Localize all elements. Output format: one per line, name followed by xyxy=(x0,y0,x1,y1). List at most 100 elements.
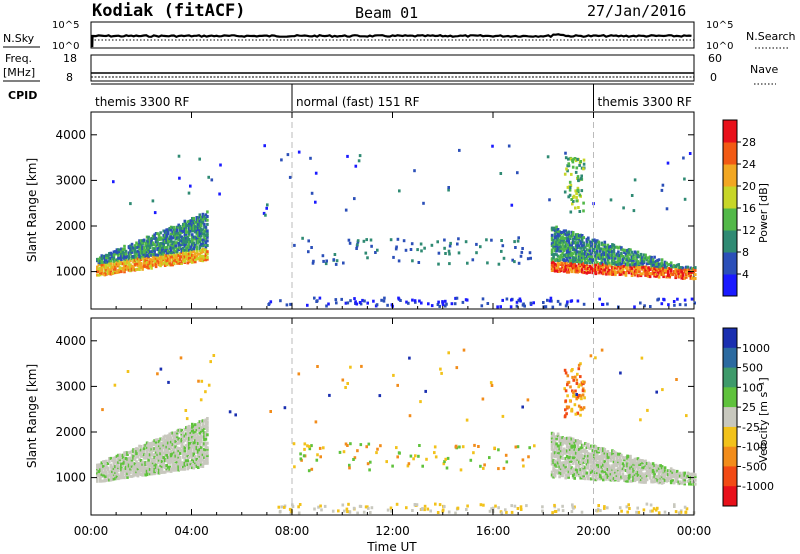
heatmap-cell xyxy=(591,469,595,473)
heatmap-cell xyxy=(168,469,171,473)
power-colorbar-label: Power [dB] xyxy=(757,183,770,243)
heatmap-cell xyxy=(194,439,197,442)
heatmap-cell xyxy=(163,233,167,237)
heatmap-cell xyxy=(567,467,570,471)
cpid-change-markers xyxy=(291,112,594,515)
heatmap-cell xyxy=(596,477,599,481)
heatmap-cell xyxy=(587,252,590,256)
heatmap-cell xyxy=(200,229,203,233)
heatmap-cell xyxy=(663,265,667,269)
heatmap-cell xyxy=(372,299,375,303)
heatmap-cell xyxy=(185,248,188,252)
heatmap-cell xyxy=(165,459,168,463)
heatmap-cell xyxy=(100,467,104,471)
heatmap-cell xyxy=(609,478,613,482)
heatmap-cell xyxy=(154,255,158,259)
heatmap-cell xyxy=(635,270,638,274)
heatmap-cell xyxy=(615,260,619,264)
heatmap-cell xyxy=(602,450,605,454)
heatmap-cell xyxy=(593,444,596,448)
heatmap-cell xyxy=(109,259,113,263)
heatmap-cell xyxy=(109,469,113,473)
heatmap-cell xyxy=(594,445,598,449)
heatmap-cell xyxy=(577,460,581,464)
heatmap-cell xyxy=(234,413,237,417)
heatmap-cell xyxy=(147,237,150,241)
heatmap-cell xyxy=(121,262,125,266)
heatmap-cell xyxy=(580,265,584,269)
heatmap-cell xyxy=(120,254,123,258)
heatmap-cell xyxy=(590,454,593,458)
heatmap-cell xyxy=(316,299,319,303)
heatmap-cell xyxy=(641,265,644,269)
heatmap-cell xyxy=(632,257,635,260)
heatmap-cell xyxy=(198,461,202,464)
heatmap-cell xyxy=(562,447,566,451)
heatmap-cell xyxy=(203,255,206,258)
heatmap-cell xyxy=(562,440,566,444)
heatmap-cell xyxy=(96,466,99,470)
heatmap-cell xyxy=(555,452,558,456)
heatmap-cell xyxy=(582,256,585,260)
heatmap-cell xyxy=(198,463,202,467)
heatmap-cell xyxy=(649,503,653,507)
heatmap-cell xyxy=(558,234,561,238)
heatmap-cell xyxy=(653,255,656,259)
heatmap-cell xyxy=(148,442,152,446)
heatmap-cell xyxy=(130,464,134,468)
heatmap-cell xyxy=(691,267,694,271)
heatmap-cell xyxy=(423,508,426,512)
heatmap-cell xyxy=(562,463,566,467)
heatmap-cell xyxy=(171,467,174,471)
heatmap-cell xyxy=(195,426,199,430)
heatmap-cell xyxy=(606,458,610,462)
heatmap-cell xyxy=(162,457,165,461)
heatmap-cell xyxy=(219,163,222,167)
heatmap-cell xyxy=(145,441,149,445)
heatmap-cell xyxy=(667,303,670,307)
heatmap-cell xyxy=(654,508,658,512)
heatmap-cell xyxy=(624,456,628,459)
heatmap-cell xyxy=(660,269,664,273)
heatmap-cell xyxy=(587,454,590,458)
heatmap-cell xyxy=(106,260,110,264)
heatmap-cell xyxy=(519,299,522,303)
heatmap-cell xyxy=(570,441,573,445)
heatmap-cell xyxy=(612,255,616,259)
heatmap-cell xyxy=(129,463,132,467)
heatmap-cell xyxy=(597,465,601,469)
heatmap-cell xyxy=(577,385,580,389)
heatmap-cell xyxy=(615,476,619,480)
heatmap-cell xyxy=(574,254,578,258)
heatmap-cell xyxy=(331,509,335,513)
heatmap-cell xyxy=(550,454,554,458)
heatmap-cell xyxy=(632,271,635,275)
heatmap-cell xyxy=(142,253,146,256)
heatmap-cell xyxy=(564,229,567,233)
heatmap-cell xyxy=(591,238,595,242)
heatmap-cell xyxy=(133,244,137,248)
heatmap-cell xyxy=(168,245,171,249)
heatmap-cell xyxy=(564,439,567,443)
heatmap-cell xyxy=(587,451,590,455)
heatmap-cell xyxy=(677,267,680,271)
heatmap-cell xyxy=(135,466,138,470)
heatmap-cell xyxy=(653,471,656,475)
heatmap-cell xyxy=(553,474,557,478)
heatmap-cell xyxy=(278,510,282,514)
heatmap-cell xyxy=(185,230,188,234)
heatmap-cell xyxy=(673,503,676,507)
heatmap-cell xyxy=(307,445,311,449)
heatmap-cell xyxy=(133,254,137,258)
heatmap-cell xyxy=(565,473,569,477)
heatmap-cell xyxy=(157,449,161,453)
heatmap-cell xyxy=(579,472,582,476)
heatmap-cell xyxy=(635,470,638,474)
heatmap-cell xyxy=(310,246,313,249)
heatmap-cell xyxy=(581,387,585,391)
heatmap-cell xyxy=(424,389,427,393)
heatmap-cell xyxy=(203,238,206,242)
heatmap-cell xyxy=(111,470,114,473)
heatmap-cell xyxy=(163,445,167,449)
heatmap-cell xyxy=(653,270,656,274)
